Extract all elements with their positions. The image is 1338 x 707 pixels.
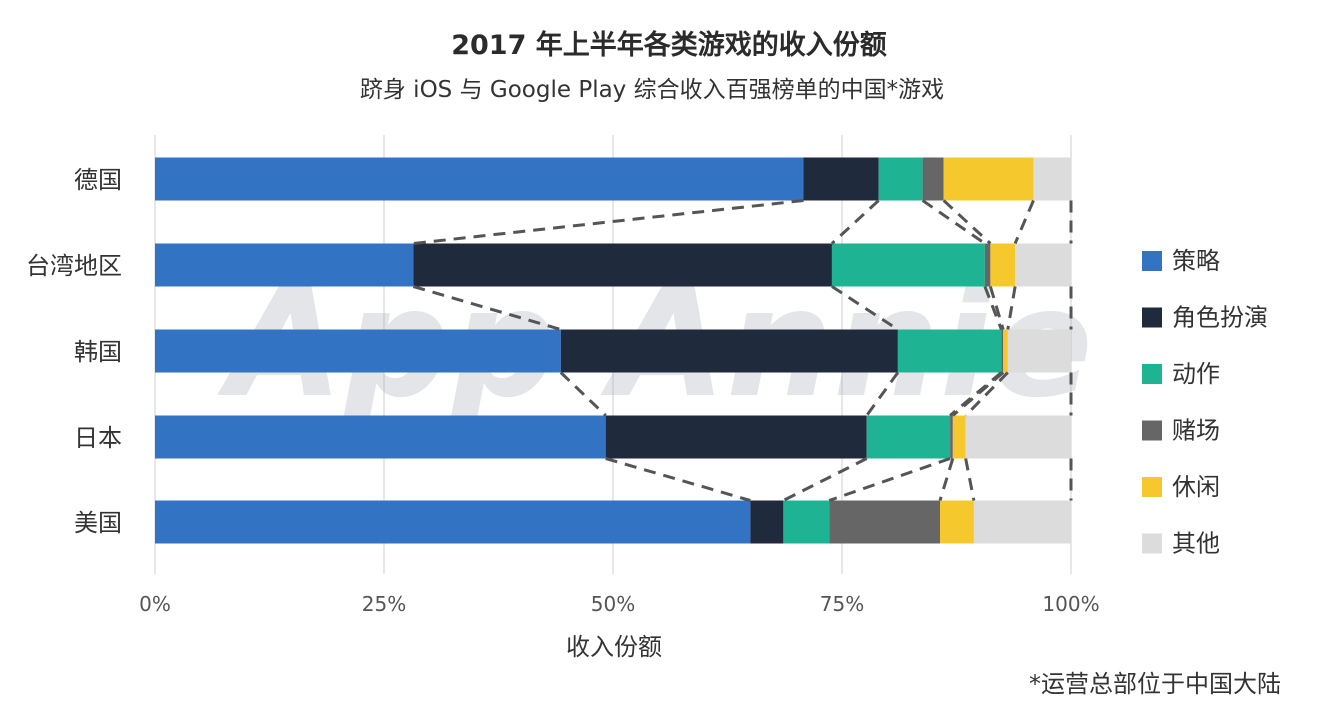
bar-segment-4-1 <box>990 243 1016 287</box>
bar-segment-2-0 <box>878 157 923 201</box>
connector-line <box>951 371 1005 417</box>
connector-line <box>988 286 1005 330</box>
bar-segment-1-2 <box>560 329 898 373</box>
connector-lines <box>412 199 1073 502</box>
bars <box>155 157 1071 544</box>
connector-line <box>412 285 562 331</box>
connector-line <box>1013 199 1035 245</box>
x-tick-label: 50% <box>591 592 635 616</box>
bar-segment-2-4 <box>783 500 830 544</box>
connector-line <box>938 458 955 501</box>
bar-segment-5-0 <box>1033 157 1071 201</box>
connector-line <box>782 457 868 502</box>
connector-line <box>413 199 804 245</box>
connector-line <box>828 457 951 502</box>
category-label: 日本 <box>74 424 122 452</box>
bar-segment-5-1 <box>1015 243 1071 287</box>
bar-segment-4-3 <box>952 415 966 459</box>
connector-line <box>865 371 900 417</box>
bar-segment-2-2 <box>897 329 1002 373</box>
legend-label: 角色扮演 <box>1172 304 1268 332</box>
legend-swatch <box>1142 307 1162 328</box>
bar-segment-2-3 <box>866 415 951 459</box>
bar-segment-3-2 <box>1001 329 1004 373</box>
legend-swatch <box>1142 533 1162 554</box>
x-tick-label: 100% <box>1042 592 1099 616</box>
x-tick-label: 75% <box>820 592 864 616</box>
legend-swatch <box>1142 251 1162 271</box>
bar-segment-0-1 <box>155 243 414 287</box>
bar-segment-0-3 <box>155 415 606 459</box>
bar-segment-4-0 <box>943 157 1034 201</box>
bar-segment-1-0 <box>803 157 879 201</box>
bar-segment-0-2 <box>155 329 561 373</box>
connector-line <box>830 199 880 245</box>
legend-label: 策略 <box>1172 247 1220 275</box>
bar-segment-3-4 <box>829 500 941 544</box>
legend-swatch <box>1142 364 1162 384</box>
bar-segment-1-3 <box>605 415 867 459</box>
bar-segment-2-1 <box>831 243 985 287</box>
chart-subtitle: 跻身 iOS 与 Google Play 综合收入百强榜单的中国*游戏 <box>360 77 944 103</box>
connector-line <box>949 371 1003 417</box>
connector-line <box>964 371 1009 417</box>
legend-swatch <box>1142 477 1162 497</box>
bar-segment-4-4 <box>940 500 974 544</box>
connector-line <box>559 371 607 417</box>
bar-segment-1-1 <box>413 243 832 287</box>
legend-label: 其他 <box>1172 530 1220 558</box>
footnote: *运营总部位于中国大陆 <box>1029 670 1281 698</box>
connector-line <box>1006 286 1017 330</box>
x-tick-label: 25% <box>362 592 406 616</box>
category-label: 台湾地区 <box>26 252 122 280</box>
bar-segment-3-3 <box>950 415 953 459</box>
connector-line <box>942 199 992 245</box>
x-tick-labels: 0% 25% 50% 75% 100% <box>139 592 1099 616</box>
category-label: 德国 <box>74 166 122 194</box>
bar-segment-0-4 <box>155 500 751 544</box>
bar-segment-5-2 <box>1007 329 1071 373</box>
bar-segment-1-4 <box>750 500 784 544</box>
bar-segment-0-0 <box>155 157 804 201</box>
connector-line <box>921 199 986 245</box>
category-label: 美国 <box>74 509 122 537</box>
connector-line <box>605 457 751 502</box>
bar-segment-5-4 <box>973 500 1071 544</box>
bar-segment-4-2 <box>1003 329 1008 373</box>
category-label: 韩国 <box>74 338 122 366</box>
legend-label: 动作 <box>1172 360 1220 388</box>
bar-segment-3-0 <box>922 157 944 201</box>
connector-line <box>964 458 976 501</box>
legend-label: 休闲 <box>1172 473 1220 501</box>
chart-title: 2017 年上半年各类游戏的收入份额 <box>451 29 887 61</box>
legend-swatch <box>1142 420 1162 441</box>
connector-line <box>983 285 1003 331</box>
bar-segment-3-1 <box>984 243 991 287</box>
bar-segment-5-3 <box>965 415 1071 459</box>
legend-label: 赌场 <box>1172 417 1220 445</box>
x-axis-label: 收入份额 <box>566 633 662 661</box>
connector-line <box>831 285 899 331</box>
x-tick-label: 0% <box>139 592 171 616</box>
